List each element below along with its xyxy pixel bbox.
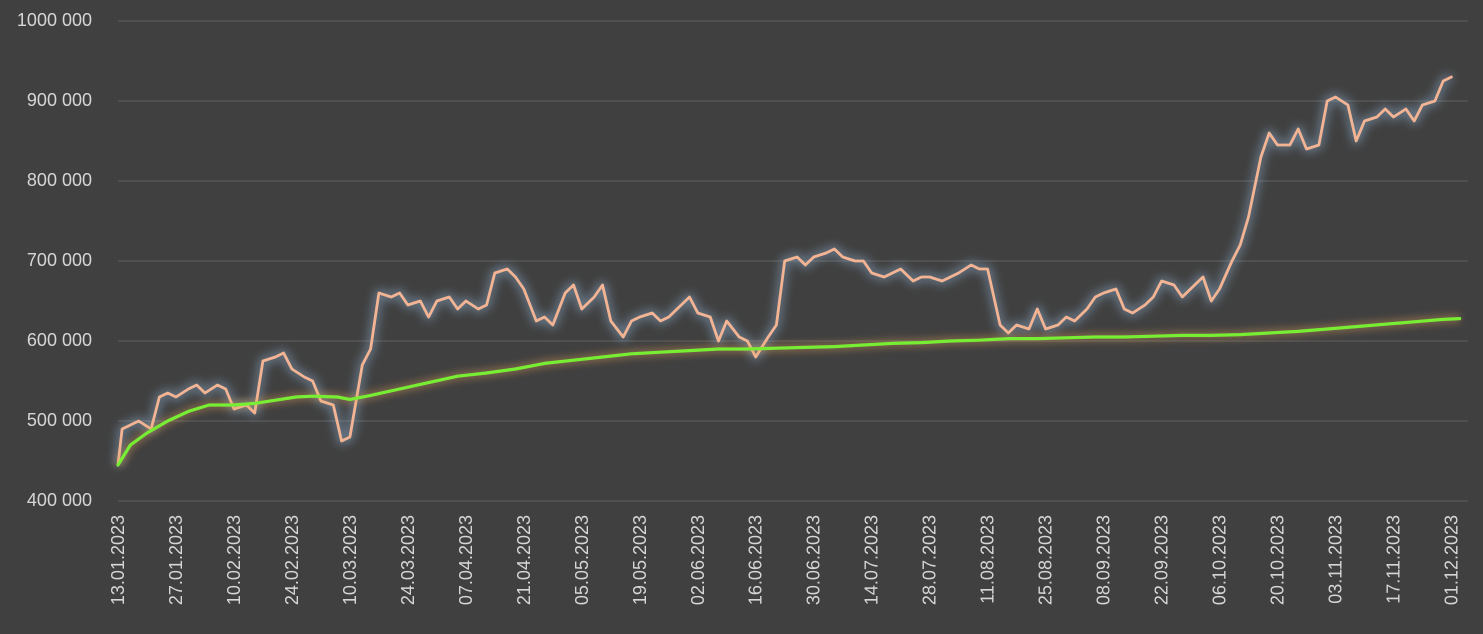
x-tick-label: 05.05.2023 bbox=[572, 515, 592, 605]
y-tick-label: 700 000 bbox=[27, 250, 92, 270]
x-tick-label: 16.06.2023 bbox=[746, 515, 766, 605]
grid-lines bbox=[118, 20, 1468, 502]
x-tick-label: 24.02.2023 bbox=[282, 515, 302, 605]
x-tick-label: 20.10.2023 bbox=[1268, 515, 1288, 605]
x-axis: 13.01.2023 27.01.2023 10.02.2023 24.02.2023… bbox=[108, 515, 1461, 605]
x-tick-label: 06.10.2023 bbox=[1210, 515, 1230, 605]
y-tick-label: 900 000 bbox=[27, 90, 92, 110]
x-tick-label: 10.02.2023 bbox=[224, 515, 244, 605]
x-tick-label: 03.11.2023 bbox=[1325, 515, 1345, 604]
x-tick-label: 30.06.2023 bbox=[804, 515, 824, 605]
x-tick-label: 19.05.2023 bbox=[630, 515, 650, 605]
x-tick-label: 14.07.2023 bbox=[862, 515, 882, 605]
x-tick-label: 28.07.2023 bbox=[920, 515, 940, 605]
plot-area bbox=[114, 73, 1462, 467]
x-tick-label: 21.04.2023 bbox=[514, 515, 534, 605]
y-tick-label: 1000 000 bbox=[17, 10, 92, 30]
y-axis: 400 000 500 000 600 000 700 000 800 000 900 0… bbox=[17, 10, 92, 510]
x-tick-label: 17.11.2023 bbox=[1383, 515, 1403, 604]
x-tick-label: 01.12.2023 bbox=[1441, 515, 1461, 605]
x-tick-label: 10.03.2023 bbox=[340, 515, 360, 605]
x-tick-label: 07.04.2023 bbox=[456, 515, 476, 605]
y-tick-label: 800 000 bbox=[27, 170, 92, 190]
series-line-orange bbox=[116, 75, 1453, 467]
series-line-green bbox=[116, 317, 1462, 467]
x-tick-label: 22.09.2023 bbox=[1152, 515, 1172, 605]
y-tick-label: 600 000 bbox=[27, 330, 92, 350]
x-tick-label: 11.08.2023 bbox=[978, 515, 998, 604]
x-tick-label: 08.09.2023 bbox=[1094, 515, 1114, 605]
x-tick-label: 25.08.2023 bbox=[1036, 515, 1056, 605]
y-tick-label: 500 000 bbox=[27, 410, 92, 430]
x-tick-label: 27.01.2023 bbox=[166, 515, 186, 605]
x-tick-label: 02.06.2023 bbox=[688, 515, 708, 605]
x-tick-label: 13.01.2023 bbox=[108, 515, 128, 605]
y-tick-label: 400 000 bbox=[27, 490, 92, 510]
x-tick-label: 24.03.2023 bbox=[398, 515, 418, 605]
